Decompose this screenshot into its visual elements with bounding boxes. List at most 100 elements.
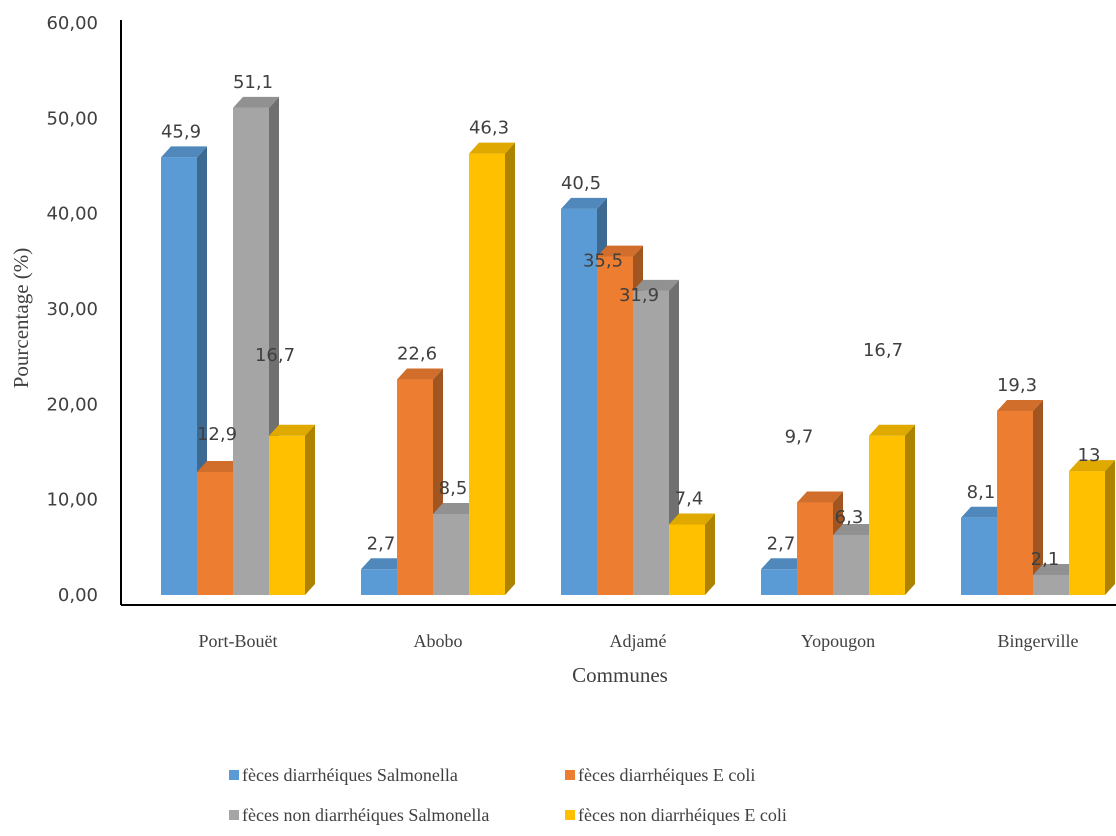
x-tick-label: Adjamé [610,631,667,651]
data-label: 40,5 [561,173,601,194]
bar-front [197,472,233,595]
bar-top [669,513,715,525]
bar-top [197,461,243,473]
bar-side [905,424,915,595]
legend-item: fèces non diarrhéiques Salmonella [229,805,489,825]
y-tick-label: 0,00 [58,585,98,606]
y-tick-label: 40,00 [46,204,98,225]
data-label: 46,3 [469,118,509,139]
bar-front [1069,471,1105,595]
bar-front [1033,574,1069,595]
bar-side [1033,400,1043,595]
legend-swatch [229,770,239,780]
bar-top [833,523,879,535]
bar-front [961,517,997,595]
y-axis-title: Pourcentage (%) [9,248,33,389]
bar-front [397,379,433,595]
data-label: 35,5 [583,251,623,272]
bar-top [997,400,1043,412]
bar-top [797,491,843,503]
bar-front [233,107,269,595]
data-label: 9,7 [785,427,814,448]
bar-front [833,534,869,595]
bar-front [433,513,469,595]
bar [1069,460,1115,595]
legend-swatch [565,770,575,780]
bar-front [361,569,397,595]
bar-top [561,197,607,209]
y-tick-label: 50,00 [46,108,98,129]
bar-top [633,279,679,291]
legend-swatch [229,810,239,820]
y-tick-label: 10,00 [46,490,98,511]
x-tick-label: Yopougon [801,631,875,651]
bar-top [269,424,315,436]
bar-top [869,424,915,436]
legend-label: fèces non diarrhéiques E coli [578,805,787,825]
legend-swatch [565,810,575,820]
bar-front [597,256,633,595]
bar-front [469,153,505,595]
bar-front [561,208,597,595]
data-label: 8,5 [439,478,468,499]
data-label: 2,1 [1031,549,1060,570]
bar-top [1069,460,1115,472]
bar-side [505,142,515,595]
data-label: 16,7 [255,345,295,366]
data-label: 2,7 [767,533,796,554]
data-label: 51,1 [233,72,273,93]
data-label: 2,7 [367,533,396,554]
bar-front [633,290,669,595]
bar-front [869,435,905,595]
bar [633,279,679,595]
bar-front [997,411,1033,595]
data-label: 8,1 [967,482,996,503]
bar-top [233,96,279,108]
bar-top [433,502,479,514]
data-label: 13 [1078,445,1101,466]
bar-front [669,524,705,595]
data-label: 19,3 [997,375,1037,396]
bars-layer [161,96,1115,596]
bar [869,424,915,595]
bar-top [361,558,407,570]
bar-top [761,558,807,570]
bar [269,424,315,595]
legend: fèces diarrhéiques Salmonella fèces diarr… [229,765,787,825]
labels-layer: 45,9 2,7 40,5 2,7 8,1 12,9 22,6 35,5 9,7 19,3 51,1… [161,72,1100,570]
y-tick-label: 60,00 [46,13,98,34]
data-label: 7,4 [675,488,704,509]
bar [997,400,1043,595]
data-label: 45,9 [161,121,201,142]
bar-top [597,245,643,257]
bar-front [161,157,197,596]
bar-top [961,506,1007,518]
bar-side [705,513,715,595]
bar [669,513,715,595]
y-tick-label: 30,00 [46,299,98,320]
bar-side [1105,460,1115,595]
axes-layer: 0,00 10,00 20,00 30,00 40,00 50,00 60,00 Port-B… [46,13,1116,651]
data-label: 22,6 [397,344,437,365]
bar-top [397,368,443,380]
legend-label: fèces non diarrhéiques Salmonella [242,805,489,825]
data-label: 6,3 [835,507,864,528]
bar-front [797,502,833,595]
legend-item: fèces diarrhéiques Salmonella [229,765,458,785]
x-tick-label: Abobo [414,631,463,651]
bar-top [161,146,207,158]
data-label: 16,7 [863,340,903,361]
data-label: 31,9 [619,285,659,306]
bar-top [469,142,515,154]
bar-top [1033,563,1079,575]
bar-front [761,569,797,595]
x-axis-title: Communes [572,663,668,687]
legend-label: fèces diarrhéiques Salmonella [242,765,458,785]
x-tick-label: Port-Bouët [199,631,278,651]
x-tick-label: Bingerville [998,631,1079,651]
bar [469,142,515,595]
bar-front [269,435,305,595]
y-tick-label: 20,00 [46,394,98,415]
